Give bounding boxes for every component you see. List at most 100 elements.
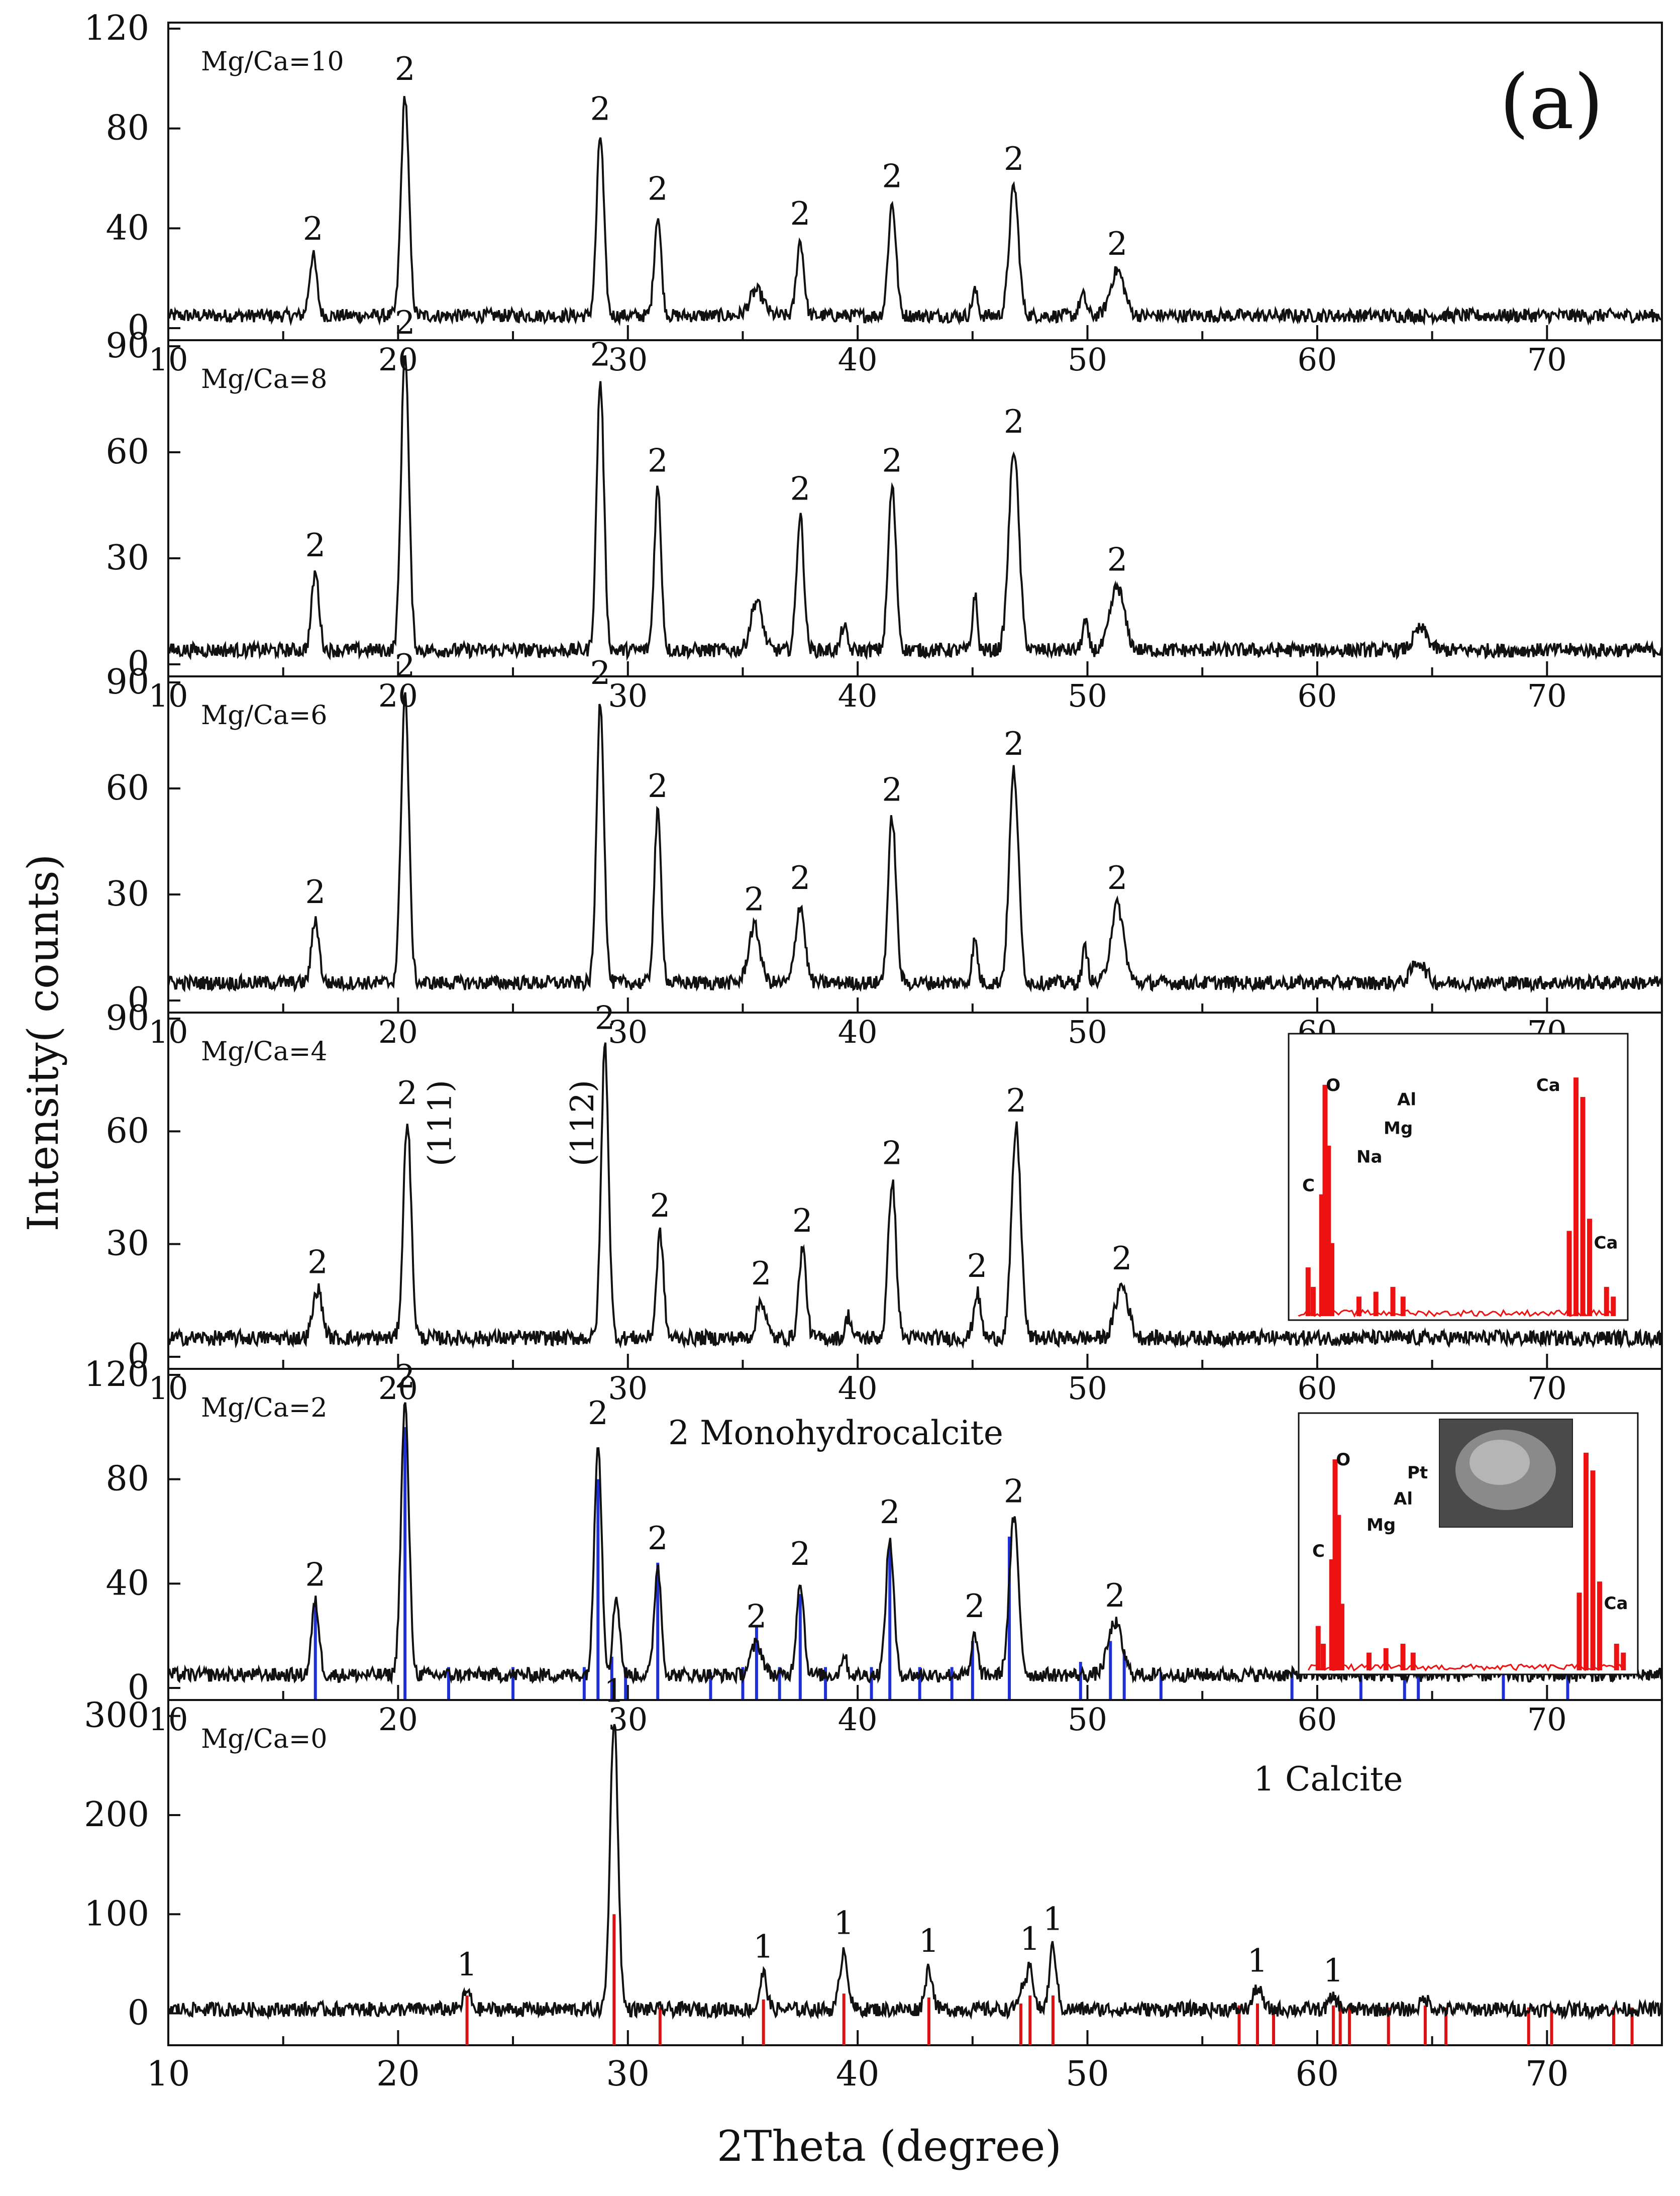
peak-label: 2 bbox=[590, 91, 611, 128]
x-tick-label: 20 bbox=[378, 677, 418, 714]
panel-label: Mg/Ca=8 bbox=[201, 364, 328, 394]
eds-element-label: O bbox=[1336, 1450, 1350, 1470]
eds-peak bbox=[1597, 1581, 1602, 1670]
peak-label: 2 bbox=[882, 442, 902, 479]
x-tick-label: 20 bbox=[378, 1370, 418, 1407]
peak-label: 2 bbox=[590, 655, 611, 692]
peak-label: 2 bbox=[792, 1203, 813, 1240]
eds-element-label: Ca bbox=[1604, 1593, 1628, 1614]
peak-label: 2 bbox=[1107, 226, 1128, 263]
eds-peak bbox=[1320, 1643, 1326, 1670]
eds-peak bbox=[1587, 1219, 1592, 1316]
y-tick-label: 40 bbox=[106, 1563, 149, 1603]
eds-peak bbox=[1315, 1626, 1321, 1670]
x-tick-label: 30 bbox=[608, 1370, 648, 1407]
peak-label: 2 bbox=[882, 771, 902, 809]
eds-peak bbox=[1336, 1515, 1341, 1670]
y-tick-label: 100 bbox=[84, 1894, 149, 1934]
peak-label: 2 bbox=[397, 1075, 417, 1112]
y-tick-label: 120 bbox=[84, 9, 149, 48]
eds-element-label: O bbox=[1326, 1075, 1340, 1095]
panel-frame bbox=[167, 22, 1663, 341]
eds-element-label: Ca bbox=[1536, 1075, 1560, 1095]
eds-inset-4: COMgAlPtCCa bbox=[1298, 1412, 1639, 1675]
x-tick-label: 40 bbox=[838, 341, 878, 378]
x-tick-label: 20 bbox=[378, 1014, 418, 1050]
x-tick-label: 20 bbox=[378, 1701, 418, 1738]
eds-peak bbox=[1339, 1604, 1344, 1670]
peak-label: 2 bbox=[880, 1494, 900, 1531]
x-tick-label: 30 bbox=[608, 1014, 648, 1050]
peak-label: 1 bbox=[1247, 1942, 1268, 1979]
eds-peak bbox=[1356, 1296, 1361, 1316]
y-tick-label: 120 bbox=[84, 1355, 149, 1394]
eds-peak bbox=[1332, 1459, 1338, 1670]
eds-peak bbox=[1305, 1267, 1311, 1316]
eds-element-label: Ca bbox=[1594, 1233, 1618, 1253]
peak-label: 2 bbox=[648, 1520, 668, 1557]
miller-index-label: (111) bbox=[422, 1080, 459, 1166]
x-tick-label: 50 bbox=[1068, 1701, 1107, 1738]
eds-peak bbox=[1573, 1077, 1579, 1316]
peak-label: 2 bbox=[395, 305, 415, 342]
xrd-trace bbox=[167, 355, 1663, 661]
peak-label: 2 bbox=[648, 442, 668, 479]
eds-peak bbox=[1310, 1286, 1316, 1316]
peak-label: 2 bbox=[882, 1135, 902, 1172]
eds-spectrum bbox=[1308, 1663, 1626, 1672]
y-tick-label: 0 bbox=[128, 308, 149, 348]
peak-label: 2 bbox=[751, 1255, 772, 1292]
eds-element-label: Mg bbox=[1384, 1119, 1413, 1139]
eds-element-label: Pt bbox=[1407, 1463, 1428, 1483]
peak-label: 2 bbox=[1105, 1577, 1125, 1615]
eds-peak bbox=[1410, 1652, 1416, 1670]
eds-peak bbox=[1577, 1592, 1582, 1670]
panel-frame bbox=[167, 1699, 1663, 2046]
x-tick-label: 10 bbox=[147, 2054, 190, 2094]
x-tick-label: 70 bbox=[1527, 677, 1567, 714]
y-tick-label: 300 bbox=[84, 1696, 149, 1736]
y-tick-label: 40 bbox=[106, 208, 149, 248]
legend-monohydrocalcite: 2 Monohydrocalcite bbox=[668, 1414, 1003, 1452]
eds-peak bbox=[1611, 1296, 1616, 1316]
peak-label: 2 bbox=[967, 1248, 988, 1285]
x-tick-label: 70 bbox=[1525, 2054, 1569, 2094]
x-tick-label: 40 bbox=[838, 1370, 878, 1407]
x-tick-label: 60 bbox=[1297, 341, 1337, 378]
x-tick-label: 30 bbox=[608, 341, 648, 378]
y-tick-label: 30 bbox=[106, 874, 149, 914]
eds-peak bbox=[1604, 1286, 1609, 1316]
y-tick-label: 80 bbox=[106, 1459, 149, 1499]
x-axis-title: 2Theta (degree) bbox=[717, 2122, 1062, 2171]
peak-label: 1 bbox=[753, 1929, 774, 1966]
x-tick-label: 50 bbox=[1068, 1014, 1107, 1050]
eds-peak bbox=[1373, 1291, 1379, 1316]
eds-peak bbox=[1329, 1559, 1334, 1670]
panel-label: Mg/Ca=6 bbox=[201, 701, 328, 731]
eds-peak bbox=[1584, 1452, 1589, 1670]
eds-peak bbox=[1614, 1643, 1619, 1670]
peak-label: 2 bbox=[1004, 141, 1024, 178]
peak-label: 2 bbox=[588, 1395, 608, 1432]
x-tick-label: 40 bbox=[838, 1014, 878, 1050]
x-tick-label: 30 bbox=[606, 2054, 650, 2094]
y-tick-label: 0 bbox=[128, 980, 149, 1020]
peak-label: 2 bbox=[1107, 860, 1128, 897]
peak-label: 2 bbox=[1006, 1082, 1026, 1120]
peak-label: 2 bbox=[305, 1557, 326, 1594]
panel-label: Mg/Ca=4 bbox=[201, 1037, 328, 1067]
y-tick-label: 60 bbox=[106, 432, 149, 472]
x-tick-label: 20 bbox=[378, 341, 418, 378]
peak-label: 2 bbox=[790, 860, 810, 897]
panel-label: Mg/Ca=0 bbox=[201, 1724, 328, 1754]
peak-label: 2 bbox=[965, 1588, 985, 1625]
peak-label: 2 bbox=[1112, 1240, 1132, 1277]
x-tick-label: 20 bbox=[376, 2054, 420, 2094]
y-tick-label: 90 bbox=[106, 662, 149, 702]
eds-element-label: C bbox=[1312, 1541, 1325, 1561]
x-tick-label: 50 bbox=[1068, 1370, 1107, 1407]
xrd-trace bbox=[167, 1042, 1663, 1349]
